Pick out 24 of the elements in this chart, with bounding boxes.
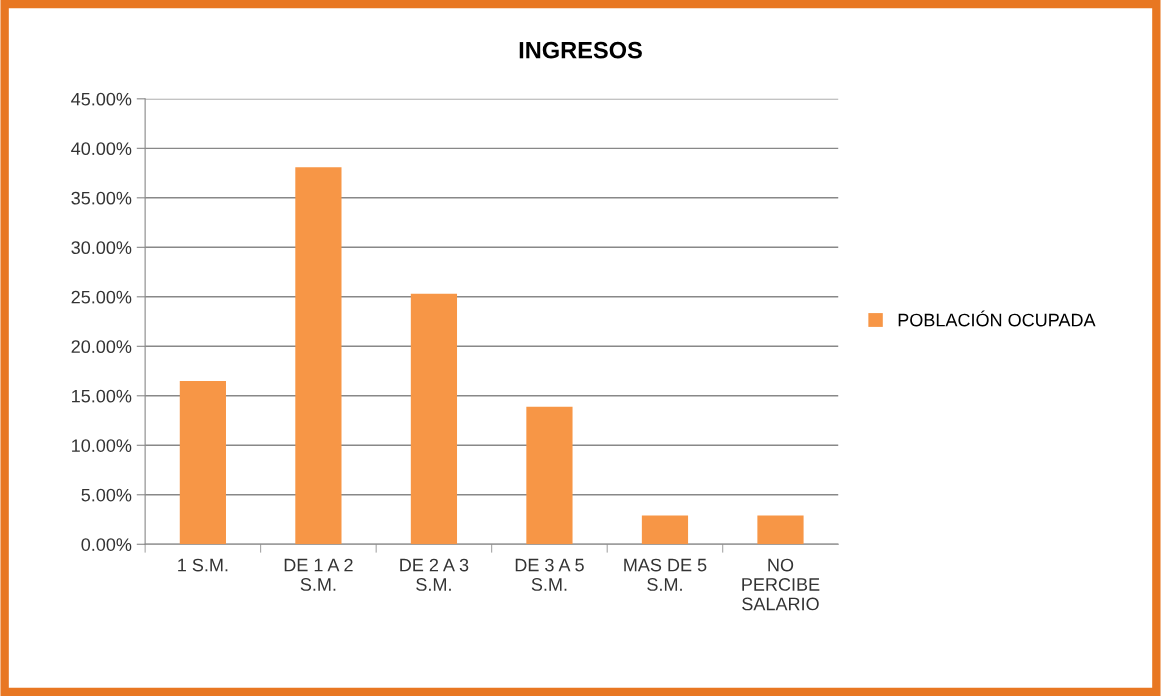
bar: [179, 380, 226, 545]
x-tick-label: DE 1 A 2 S.M.: [284, 558, 353, 591]
x-tick-label: 1 S.M.: [178, 558, 228, 572]
y-tick-label: 20.00%: [71, 340, 132, 354]
y-tick-label: 0.00%: [81, 538, 132, 551]
chart-title: INGRESOS: [519, 41, 642, 59]
bar: [410, 293, 458, 545]
y-tick-label: 25.00%: [71, 290, 132, 304]
x-tick-label: MAS DE 5 S.M.: [624, 558, 707, 591]
y-tick-label: 35.00%: [71, 191, 132, 205]
x-tick-label: NO PERCIBE SALARIO: [742, 558, 820, 611]
bar: [526, 406, 573, 545]
y-tick-label: 40.00%: [71, 142, 132, 156]
bar: [295, 167, 342, 545]
y-tick-label: 15.00%: [72, 389, 132, 403]
bar: [757, 515, 804, 545]
y-tick-label: 5.00%: [81, 488, 132, 502]
y-tick-label: 45.00%: [71, 92, 132, 106]
y-tick-label: 30.00%: [71, 241, 132, 255]
legend-label: POBLACIÓN OCUPADA: [898, 310, 1096, 327]
x-tick-label: DE 2 A 3 S.M.: [400, 558, 469, 591]
y-tick-label: 10.00%: [72, 439, 132, 453]
x-tick-label: DE 3 A 5 S.M.: [515, 558, 584, 591]
bar: [641, 515, 689, 545]
